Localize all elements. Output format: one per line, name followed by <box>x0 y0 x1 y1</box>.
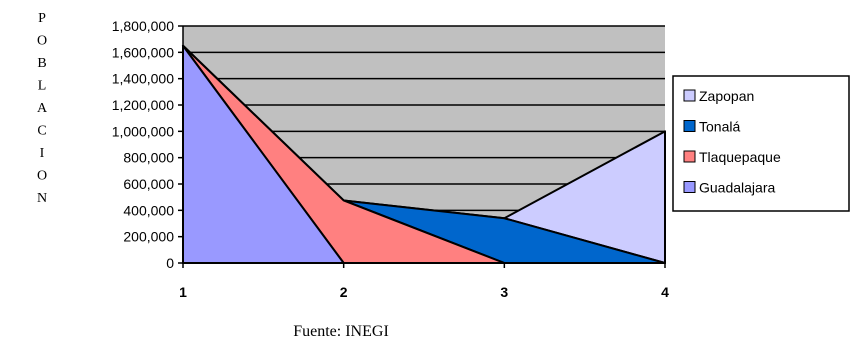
y-tick-label: 0 <box>166 255 174 271</box>
y-axis-label-letter: A <box>37 101 48 116</box>
y-axis-label-letter: B <box>37 56 46 71</box>
legend-swatch <box>683 120 696 132</box>
y-axis-label-letter: N <box>37 191 47 206</box>
y-tick-label: 200,000 <box>123 229 174 245</box>
legend-label: Zapopan <box>699 88 754 104</box>
y-axis-label-letter: C <box>37 124 46 139</box>
y-axis-label-letter: O <box>37 34 47 49</box>
y-tick-label: 800,000 <box>123 150 174 166</box>
x-tick-label: 2 <box>340 284 348 300</box>
legend-label: Tonalá <box>699 119 740 135</box>
x-tick-label: 3 <box>500 284 508 300</box>
y-tick-label: 600,000 <box>123 176 174 192</box>
x-tick-labels: 1 2 3 4 <box>179 284 669 300</box>
x-tick-label: 1 <box>179 284 187 300</box>
y-axis-label-letter: O <box>37 169 47 184</box>
legend-swatch <box>683 181 696 193</box>
y-tick-label: 1,800,000 <box>112 18 174 34</box>
y-tick-label: 1,200,000 <box>112 97 174 113</box>
source-note: Fuente: INEGI <box>293 323 389 340</box>
legend-box <box>672 75 850 212</box>
y-axis-label-letter: P <box>38 11 46 26</box>
y-tick-label: 1,400,000 <box>112 71 174 87</box>
legend-swatch <box>683 89 696 102</box>
y-axis-label-letter: L <box>38 79 47 94</box>
y-tick-label: 1,000,000 <box>112 123 174 139</box>
legend: Zapopan Tonalá Tlaquepaque Guadalajara <box>672 75 850 212</box>
y-axis-label-letter: I <box>40 146 45 161</box>
axes <box>178 25 666 268</box>
x-tick-label: 4 <box>661 284 669 300</box>
legend-swatch <box>683 150 696 163</box>
y-tick-label: 1,600,000 <box>112 44 174 60</box>
y-tick-labels: 0 200,000 400,000 600,000 800,000 1,000,000 1,… <box>112 18 175 271</box>
y-tick-label: 400,000 <box>123 202 174 218</box>
legend-label: Tlaquepaque <box>699 149 781 165</box>
legend-label: Guadalajara <box>699 180 775 196</box>
